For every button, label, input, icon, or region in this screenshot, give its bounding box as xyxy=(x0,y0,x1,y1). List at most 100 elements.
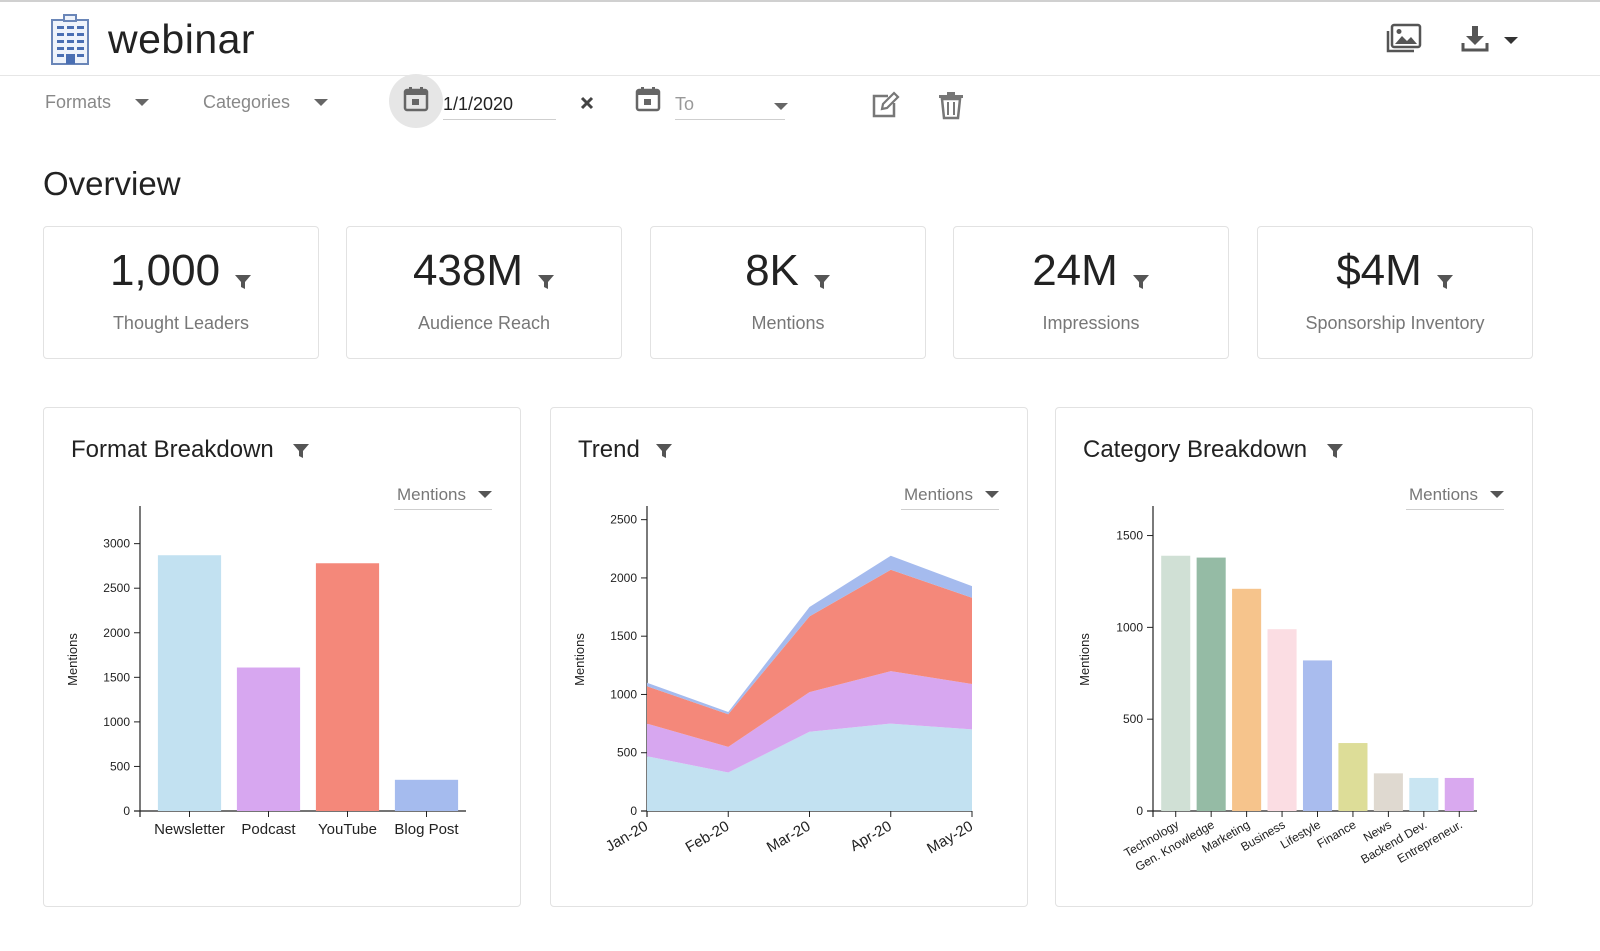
office-building-icon xyxy=(50,14,90,66)
kpi-card-audience-reach: 438M Audience Reach xyxy=(346,226,622,359)
y-tick-label: 0 xyxy=(630,804,637,818)
chevron-down-icon xyxy=(1504,36,1518,44)
x-tick-label: Finance xyxy=(1314,817,1358,851)
x-tick-label: Podcast xyxy=(241,821,296,838)
bar xyxy=(315,563,380,811)
y-tick-label: 1500 xyxy=(1116,529,1143,543)
close-icon xyxy=(578,96,596,116)
y-axis-label: Mentions xyxy=(65,633,80,686)
y-axis-label: Mentions xyxy=(572,633,587,686)
y-tick-label: 0 xyxy=(123,804,130,818)
x-tick-label: Blog Post xyxy=(394,821,459,838)
kpi-card-impressions: 24M Impressions xyxy=(953,226,1229,359)
metric-dropdown[interactable]: Mentions xyxy=(901,480,999,510)
kpi-value: 8K xyxy=(745,246,799,295)
x-tick-label: Mar-20 xyxy=(764,818,814,856)
x-tick-label: May-20 xyxy=(924,818,976,858)
clear-date-button[interactable] xyxy=(578,94,596,112)
chevron-down-icon xyxy=(314,99,329,106)
kpi-label: Audience Reach xyxy=(417,313,551,333)
trash-icon xyxy=(937,92,965,124)
kpi-label: Impressions xyxy=(1042,313,1140,333)
bar xyxy=(394,779,459,811)
metric-dropdown[interactable]: Mentions xyxy=(394,480,492,510)
card-title: Trend xyxy=(578,436,640,463)
bar xyxy=(1409,777,1439,811)
y-tick-label: 2500 xyxy=(610,513,637,527)
from-date-input[interactable] xyxy=(443,90,556,120)
bar xyxy=(157,555,222,811)
download-icon xyxy=(1460,24,1490,57)
y-tick-label: 2000 xyxy=(610,571,637,585)
y-tick-label: 1000 xyxy=(610,687,637,701)
chevron-down-icon xyxy=(774,103,788,110)
bar xyxy=(1373,773,1403,811)
area-series xyxy=(647,671,972,773)
kpi-card-sponsorship-inventory: $4M Sponsorship Inventory xyxy=(1257,226,1533,359)
x-tick-label: Feb-20 xyxy=(683,818,733,856)
card-title: Format Breakdown xyxy=(71,436,274,463)
bar xyxy=(236,667,301,811)
app-header: webinar xyxy=(0,2,1600,76)
filter-icon[interactable] xyxy=(292,442,310,460)
chevron-down-icon xyxy=(478,491,492,498)
y-tick-label: 1500 xyxy=(610,629,637,643)
x-tick-label: Apr-20 xyxy=(847,818,894,855)
y-tick-label: 500 xyxy=(110,759,130,773)
metric-dropdown-label: Mentions xyxy=(397,484,466,504)
kpi-value: $4M xyxy=(1336,246,1422,295)
metric-dropdown-label: Mentions xyxy=(904,484,973,504)
kpi-label: Thought Leaders xyxy=(112,313,250,333)
metric-dropdown[interactable]: Mentions xyxy=(1406,480,1504,510)
filter-icon[interactable] xyxy=(813,273,831,291)
trend-chart: 0 500 1000 1500 2000 2500 Mentions Jan-20 Feb-20… xyxy=(572,506,976,858)
filter-icon[interactable] xyxy=(1436,273,1454,291)
formats-dropdown[interactable]: Formats xyxy=(45,92,150,113)
y-tick-label: 0 xyxy=(1136,804,1143,818)
filter-icon[interactable] xyxy=(537,273,555,291)
delete-button[interactable] xyxy=(937,90,965,120)
y-tick-label: 500 xyxy=(617,746,637,760)
image-gallery-icon xyxy=(1386,23,1422,58)
x-tick-label: Lifestyle xyxy=(1278,817,1323,851)
kpi-value: 24M xyxy=(1032,246,1118,295)
format-breakdown-chart: 0 500 1000 1500 2000 2500 3000 Mentions Newslett… xyxy=(65,506,466,838)
to-date-input[interactable] xyxy=(675,90,785,120)
bar xyxy=(1444,777,1474,811)
y-tick-label: 2500 xyxy=(103,581,130,595)
x-tick-label: YouTube xyxy=(318,821,377,838)
categories-dropdown[interactable]: Categories xyxy=(203,92,329,113)
metric-dropdown-label: Mentions xyxy=(1409,484,1478,504)
calendar-icon xyxy=(403,86,429,117)
filter-icon[interactable] xyxy=(234,273,252,291)
y-tick-label: 1000 xyxy=(1116,620,1143,634)
image-gallery-button[interactable] xyxy=(1384,22,1424,58)
kpi-value: 438M xyxy=(412,246,524,295)
kpi-value: 1,000 xyxy=(109,246,221,295)
card-title: Category Breakdown xyxy=(1083,436,1308,463)
edit-button[interactable] xyxy=(870,90,900,120)
x-tick-label: Newsletter xyxy=(154,821,225,838)
y-tick-label: 500 xyxy=(1123,712,1143,726)
y-tick-label: 2000 xyxy=(103,626,130,640)
category-breakdown-card: Category Breakdown Mentions 0 500 1000 1500… xyxy=(1055,407,1533,907)
to-date-calendar-button[interactable] xyxy=(621,74,675,128)
bar xyxy=(1232,588,1262,811)
formats-dropdown-label: Formats xyxy=(45,92,112,112)
categories-dropdown-label: Categories xyxy=(203,92,291,112)
edit-icon xyxy=(870,91,900,124)
kpi-card-thought-leaders: 1,000 Thought Leaders xyxy=(43,226,319,359)
kpi-card-mentions: 8K Mentions xyxy=(650,226,926,359)
y-tick-label: 1000 xyxy=(103,715,130,729)
download-menu-button[interactable] xyxy=(1460,22,1532,58)
from-date-calendar-button[interactable] xyxy=(389,74,443,128)
chevron-down-icon xyxy=(1490,491,1504,498)
overview-title: Overview xyxy=(43,165,181,202)
filter-icon[interactable] xyxy=(1132,273,1150,291)
y-tick-label: 3000 xyxy=(103,537,130,551)
filter-icon[interactable] xyxy=(1326,442,1344,460)
app-title: webinar xyxy=(108,16,256,62)
bar xyxy=(1338,743,1368,811)
filter-icon[interactable] xyxy=(655,442,673,460)
